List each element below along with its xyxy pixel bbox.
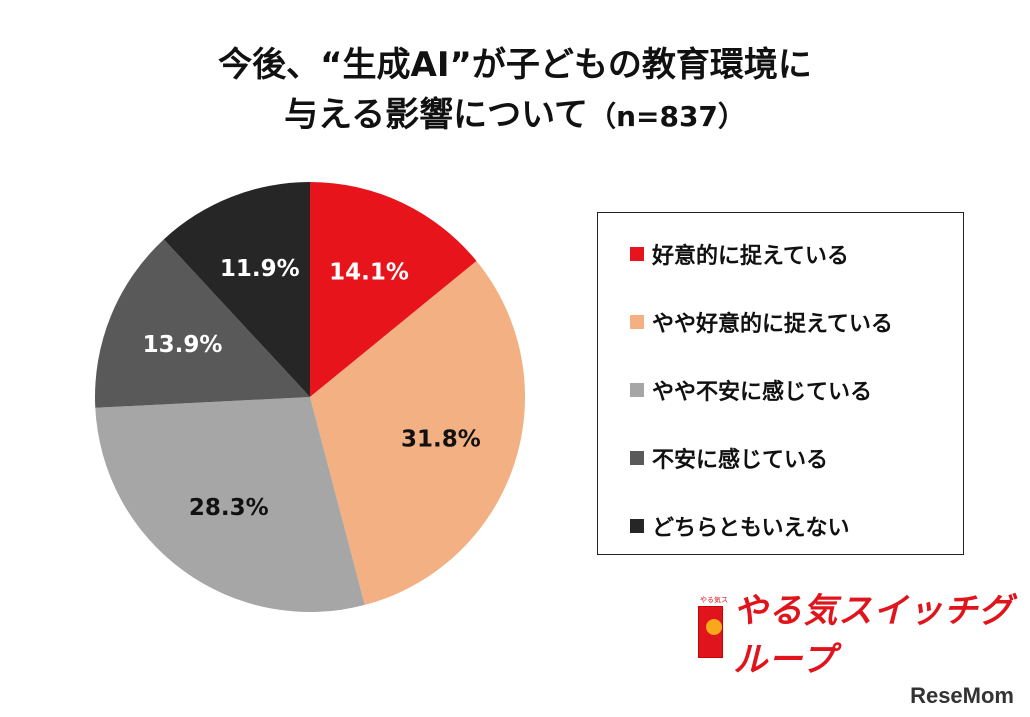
brand-logo: やる気スイッチ やる気スイッチグループ — [698, 583, 1030, 681]
brand-logo-mark: やる気スイッチ — [698, 596, 728, 658]
legend-swatch-1 — [630, 315, 644, 329]
pie-slice-1 — [310, 260, 525, 605]
pie-slice-label-2: 28.3% — [189, 495, 269, 521]
chart-title: 今後、“生成AI”が子どもの教育環境に 与える影響について（n=837） — [0, 40, 1030, 142]
legend-label-3: 不安に感じている — [652, 448, 829, 473]
pie-labels: 14.1% 31.8% 28.3% 13.9% 11.9% — [143, 256, 481, 521]
brand-logo-text: やる気スイッチグループ — [733, 591, 1014, 680]
watermark: ReseMom — [910, 683, 1014, 708]
legend-label-4: どちらともいえない — [652, 516, 850, 541]
legend-label-1: やや好意的に捉えている — [652, 312, 893, 337]
pie-slice-0 — [310, 182, 477, 397]
legend-label-0: 好意的に捉えている — [652, 244, 849, 269]
legend-item-1: やや好意的に捉えている — [630, 307, 893, 337]
chart-title-main: 与える影響について — [284, 95, 589, 135]
legend-swatch-4 — [630, 519, 644, 533]
pie-slice-2 — [95, 397, 365, 612]
sun-icon — [706, 619, 722, 635]
pie-slice-label-3: 13.9% — [143, 332, 223, 358]
pie-slice-label-1: 31.8% — [401, 427, 481, 453]
legend-swatch-3 — [630, 451, 644, 465]
chart-title-line2: 与える影響について（n=837） — [0, 90, 1030, 142]
chart-title-line1: 今後、“生成AI”が子どもの教育環境に — [218, 45, 812, 85]
chart-title-sample-size: （n=837） — [588, 100, 746, 133]
legend-item-3: 不安に感じている — [630, 443, 828, 473]
legend-label-2: やや不安に感じている — [652, 380, 873, 405]
legend-item-4: どちらともいえない — [630, 511, 850, 541]
legend: 好意的に捉えているやや好意的に捉えている やや不安に感じている 不安に感じている どち… — [597, 212, 964, 555]
pie-slice-3 — [95, 239, 310, 408]
brand-logo-small-text: やる気スイッチ — [700, 596, 728, 614]
legend-item-0: 好意的に捉えている — [630, 239, 849, 269]
pie-slice-label-4: 11.9% — [220, 256, 300, 282]
pie-slice-label-0: 14.1% — [329, 260, 409, 286]
legend-swatch-2 — [630, 383, 644, 397]
pie-slices — [95, 182, 525, 612]
legend-swatch-0 — [630, 247, 644, 261]
pie-slice-4 — [163, 182, 310, 397]
legend-item-2: やや不安に感じている — [630, 375, 872, 405]
